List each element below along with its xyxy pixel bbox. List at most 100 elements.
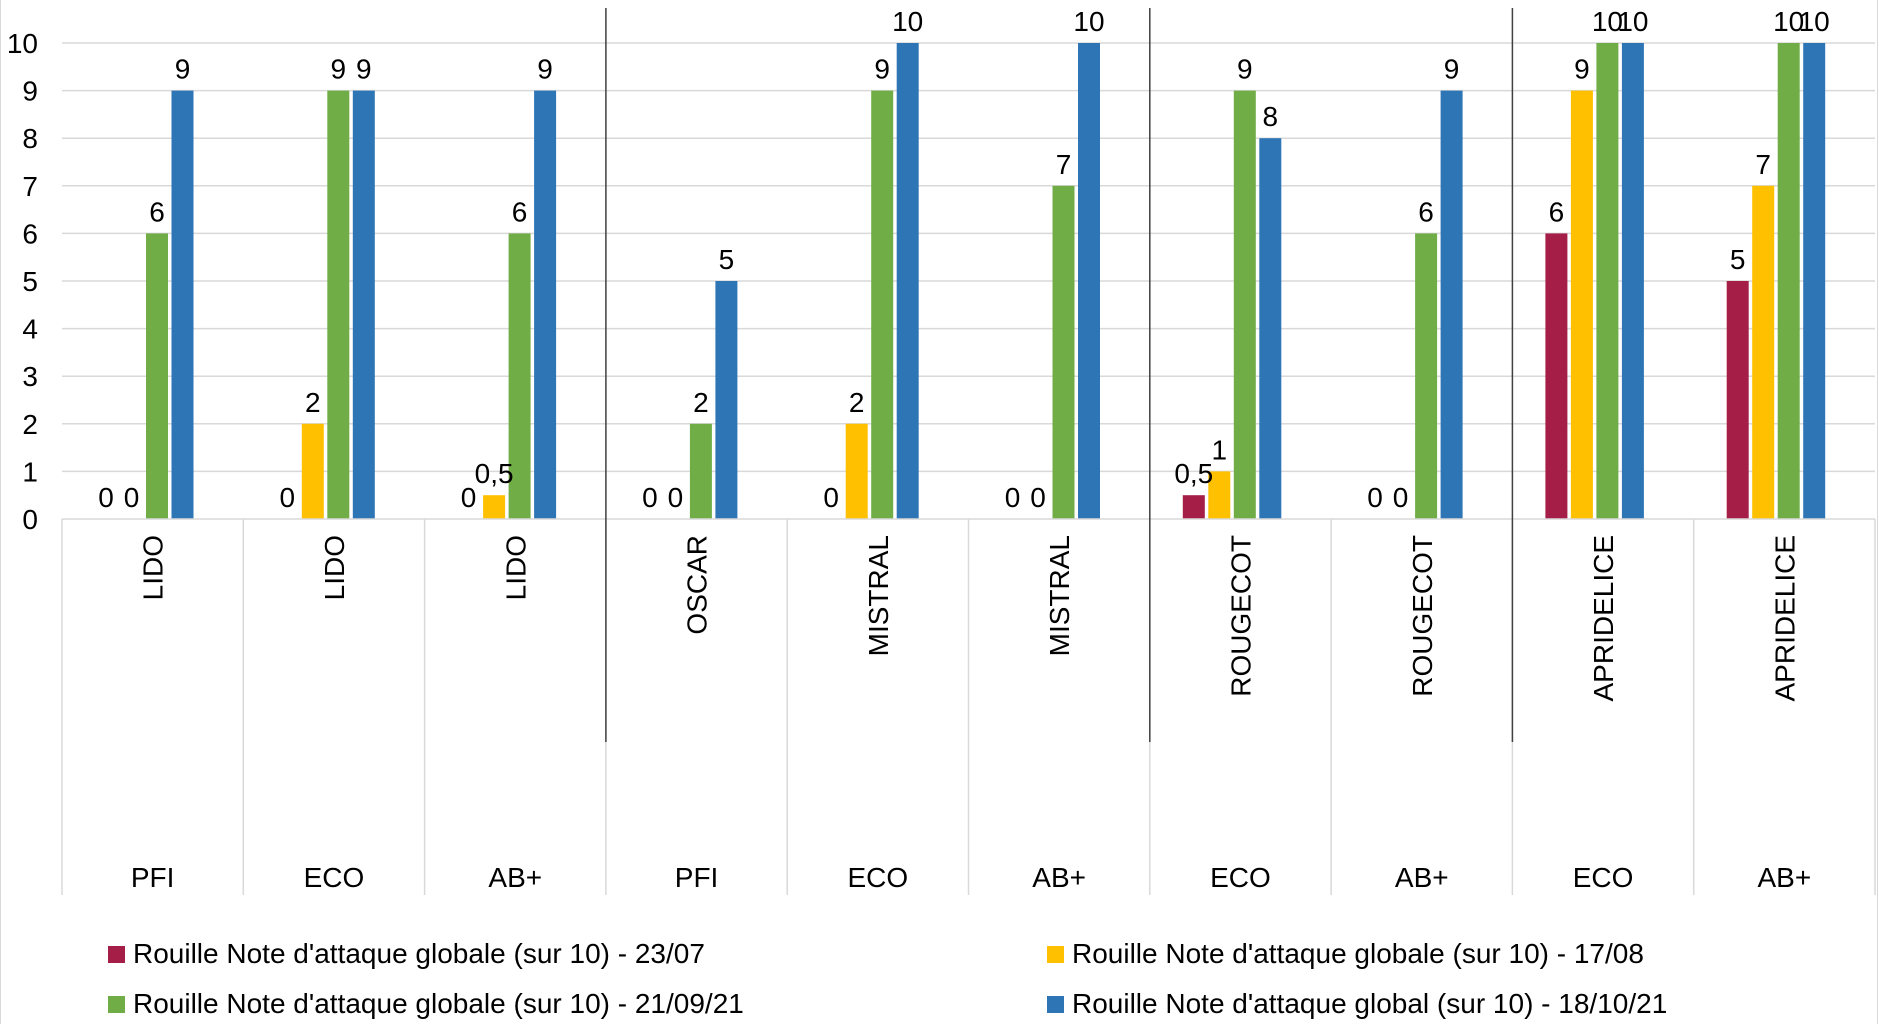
bar: [715, 281, 738, 519]
x-tick-label-variety: OSCAR: [682, 535, 713, 635]
x-tick-label-variety: ROUGECOT: [1407, 535, 1438, 697]
bar: [1415, 233, 1438, 519]
x-tick-label-system: AB+: [1395, 862, 1449, 893]
data-label: 8: [1263, 101, 1279, 132]
data-label: 0: [1005, 482, 1021, 513]
y-tick-label: 2: [22, 409, 38, 440]
data-label: 0: [668, 482, 684, 513]
bar: [1052, 185, 1075, 520]
legend-swatch-23-07: [108, 945, 125, 963]
bar: [871, 90, 894, 519]
legend-swatch-21-09-21: [108, 995, 125, 1013]
x-tick-label-variety: APRIDELICE: [1769, 535, 1800, 702]
x-tick-label-system: ECO: [848, 862, 909, 893]
bar: [171, 90, 194, 519]
x-tick-label-system: PFI: [675, 862, 719, 893]
legend-swatch-18-10-21: [1047, 995, 1064, 1013]
data-label: 0: [461, 482, 477, 513]
bar: [1545, 233, 1568, 519]
bar: [534, 90, 557, 519]
bar: [896, 43, 919, 519]
data-label: 9: [537, 54, 553, 85]
data-label: 0: [280, 482, 296, 513]
x-tick-label-variety: LIDO: [319, 535, 350, 600]
y-tick-label: 7: [22, 171, 38, 202]
bar: [1596, 43, 1619, 519]
y-tick-label: 6: [22, 218, 38, 249]
y-tick-label: 1: [22, 456, 38, 487]
y-tick-label: 5: [22, 266, 38, 297]
legend-item-17-08: Rouille Note d'attaque globale (sur 10) …: [1047, 938, 1644, 970]
data-label: 10: [1617, 6, 1648, 37]
x-tick-label-system: AB+: [488, 862, 542, 893]
data-label: 9: [1574, 54, 1590, 85]
data-label: 6: [1418, 196, 1434, 227]
bar: [1208, 471, 1231, 519]
x-tick-label-system: ECO: [1573, 862, 1634, 893]
data-label: 0: [1367, 482, 1383, 513]
data-label: 10: [1592, 6, 1623, 37]
bar: [1078, 43, 1100, 519]
bar: [1440, 90, 1463, 519]
y-tick-label: 8: [22, 123, 38, 154]
bar: [689, 423, 712, 519]
x-tick-label-variety: LIDO: [500, 535, 531, 600]
data-label: 0: [124, 482, 140, 513]
data-label: 9: [331, 54, 347, 85]
data-label: 2: [693, 387, 709, 418]
x-tick-label-system: ECO: [1210, 862, 1271, 893]
legend-item-21-09-21: Rouille Note d'attaque globale (sur 10) …: [108, 988, 744, 1020]
bar: [1259, 138, 1282, 519]
data-label: 5: [1730, 244, 1746, 275]
data-label: 0: [98, 482, 114, 513]
bar: [301, 423, 324, 519]
bar: [1726, 281, 1749, 519]
data-label: 0: [823, 482, 839, 513]
legend-item-23-07: Rouille Note d'attaque globale (sur 10) …: [108, 938, 705, 970]
bar: [483, 495, 506, 519]
x-tick-label-variety: LIDO: [138, 535, 169, 600]
bar: [1182, 495, 1205, 519]
data-label: 7: [1755, 149, 1771, 180]
x-tick-label-variety: MISTRAL: [1044, 535, 1075, 656]
x-tick-label-variety: ROUGECOT: [1225, 535, 1256, 697]
data-label: 2: [305, 387, 321, 418]
legend-label: Rouille Note d'attaque global (sur 10) -…: [1072, 988, 1668, 1019]
data-label: 10: [1799, 6, 1830, 37]
data-label: 9: [175, 54, 191, 85]
data-label: 9: [1237, 54, 1253, 85]
data-label: 0,5: [1174, 458, 1213, 489]
legend-label: Rouille Note d'attaque globale (sur 10) …: [1072, 938, 1644, 969]
data-label: 5: [719, 244, 735, 275]
x-tick-label-variety: APRIDELICE: [1588, 535, 1619, 702]
data-label: 7: [1056, 149, 1072, 180]
data-label: 10: [1773, 6, 1804, 37]
data-label: 0,5: [475, 458, 514, 489]
x-tick-label-system: ECO: [304, 862, 365, 893]
x-tick-label-variety: MISTRAL: [863, 535, 894, 656]
x-tick-label-system: PFI: [131, 862, 175, 893]
bar: [1752, 185, 1775, 520]
bar: [508, 233, 531, 519]
bar: [327, 90, 350, 519]
data-label: 1: [1212, 434, 1228, 465]
x-tick-label-system: AB+: [1032, 862, 1086, 893]
data-label: 10: [1073, 6, 1104, 37]
legend: Rouille Note d'attaque globale (sur 10) …: [0, 930, 1879, 1025]
bar: [1777, 43, 1800, 519]
data-label: 6: [149, 196, 165, 227]
y-tick-label: 4: [22, 314, 38, 345]
bar: [1621, 43, 1644, 519]
bar: [1803, 43, 1826, 519]
y-tick-label: 0: [22, 504, 38, 535]
data-label: 0: [642, 482, 658, 513]
data-label: 10: [892, 6, 923, 37]
data-label: 2: [849, 387, 865, 418]
data-label: 9: [356, 54, 372, 85]
bar: [1570, 90, 1593, 519]
y-tick-label: 10: [7, 28, 38, 59]
y-tick-label: 9: [22, 76, 38, 107]
bars: [146, 43, 1826, 520]
